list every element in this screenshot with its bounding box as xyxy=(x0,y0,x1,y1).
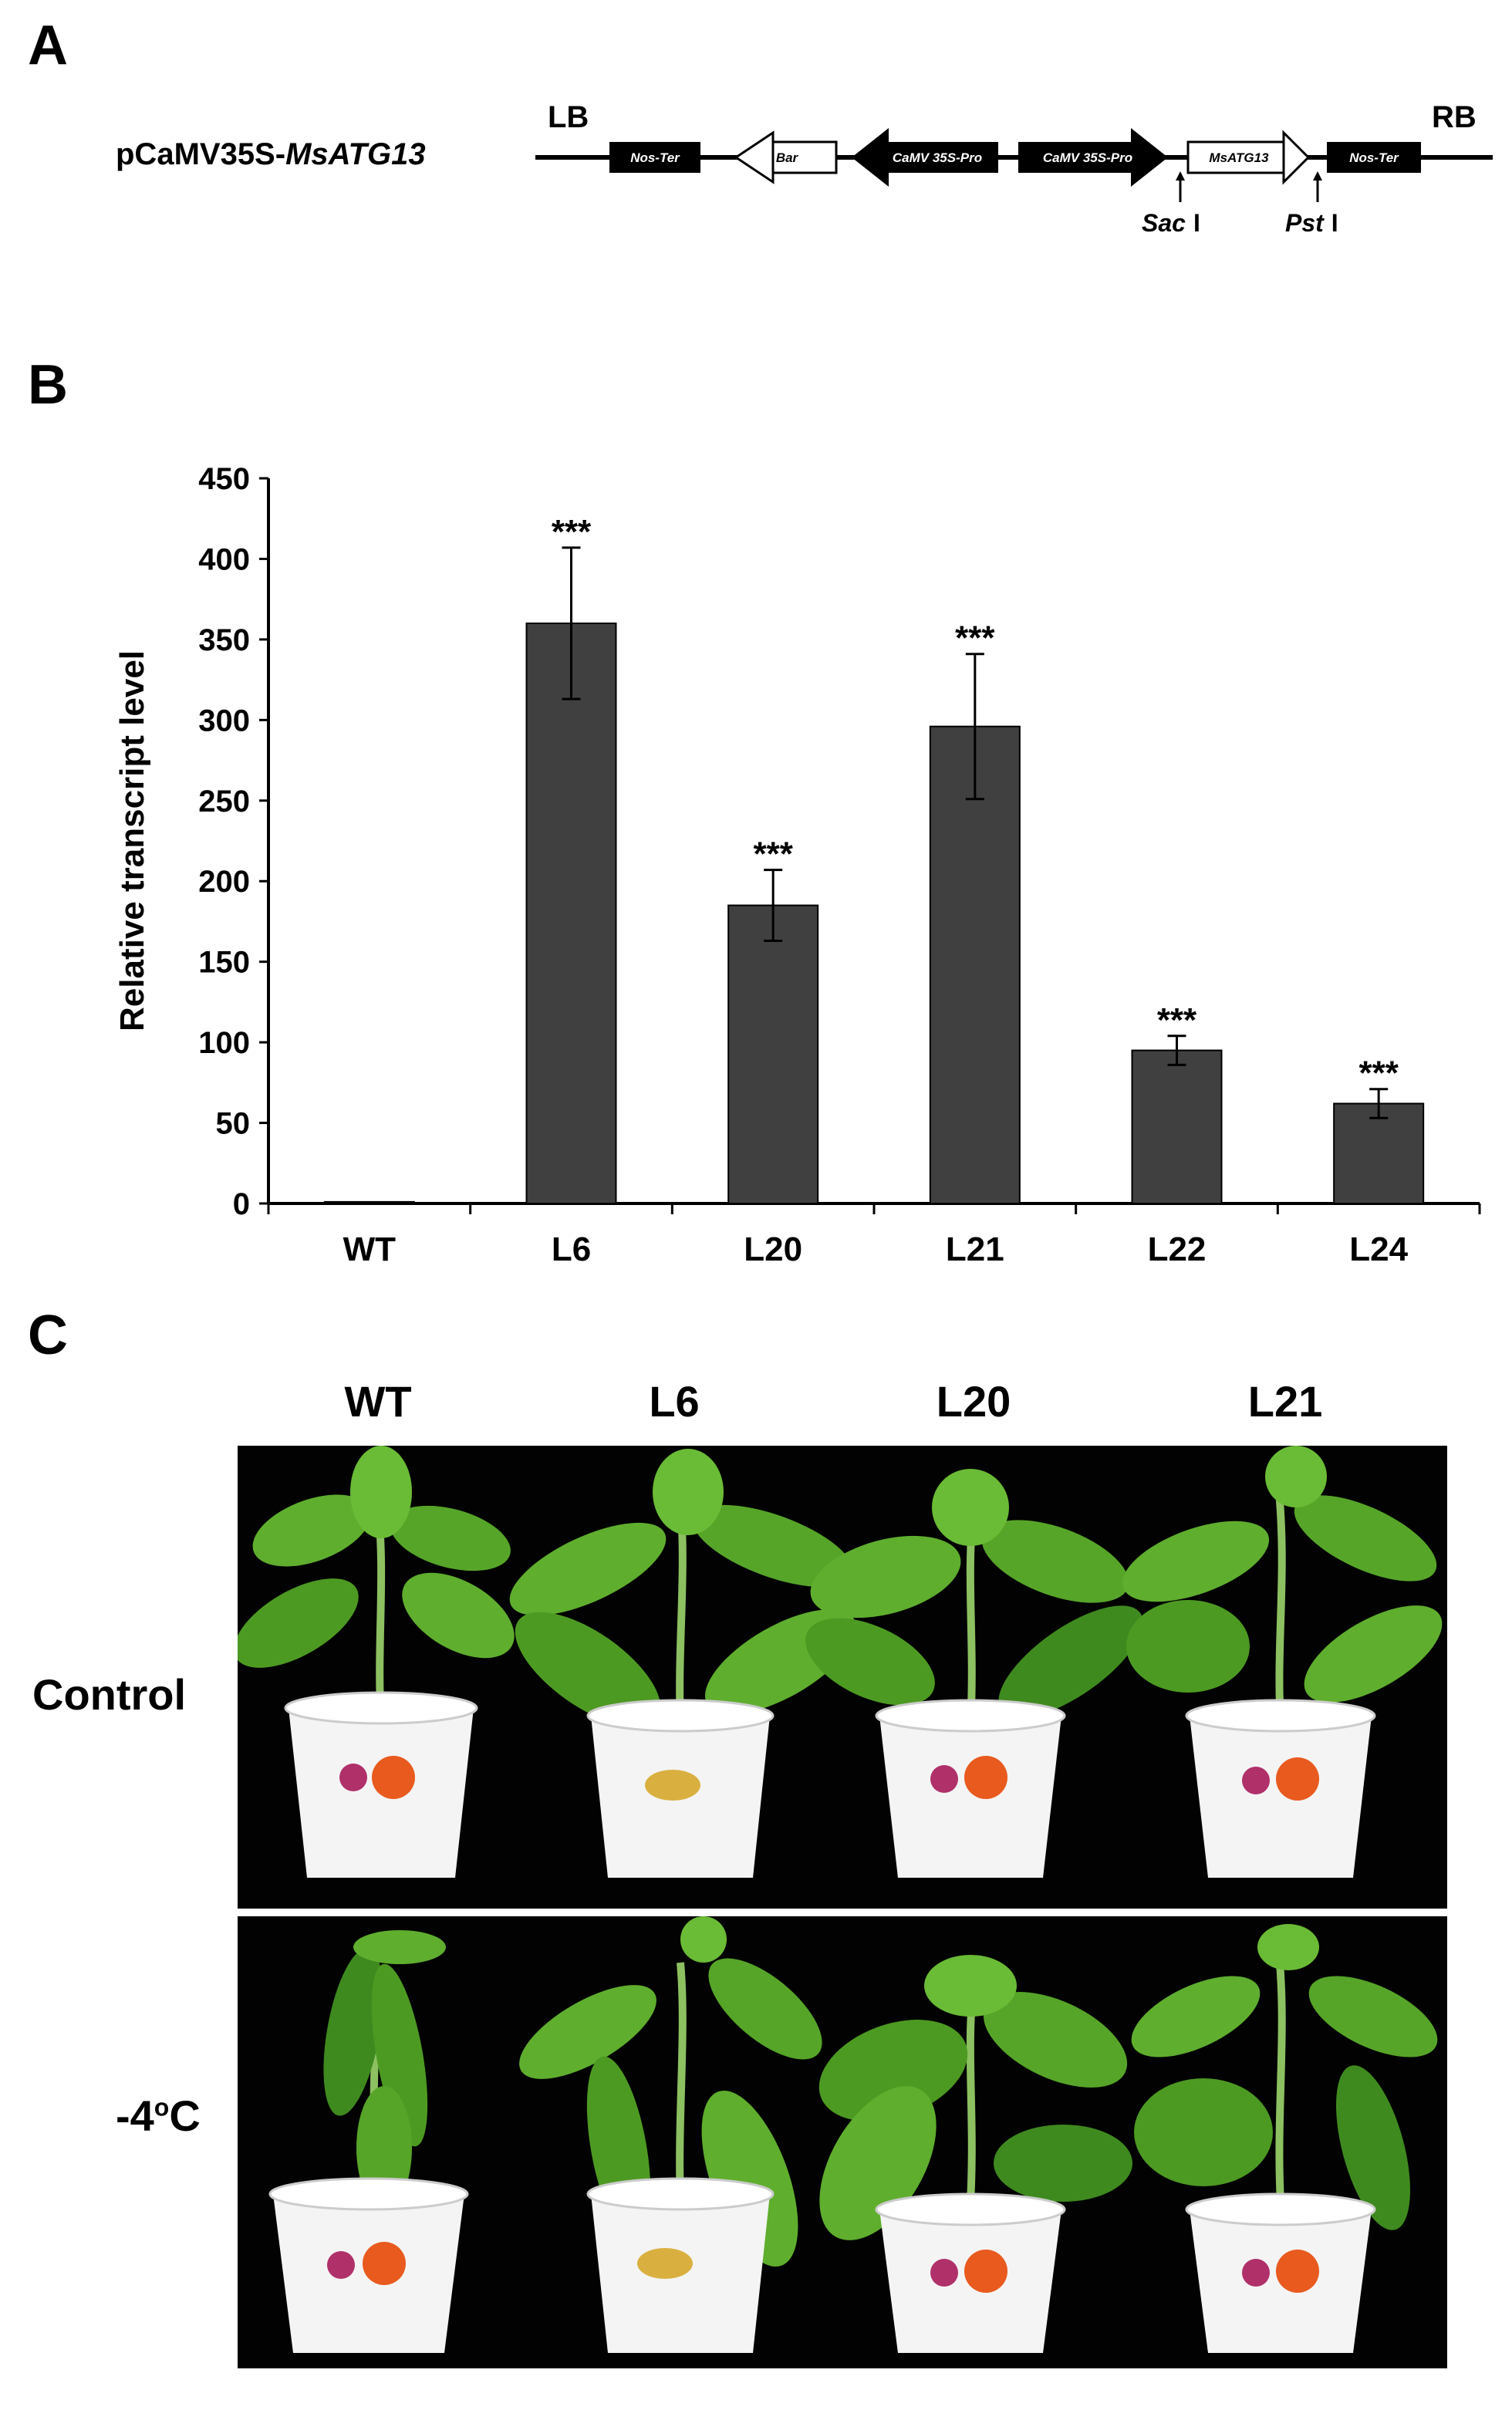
col-label-l20: L20 xyxy=(936,1377,1011,1426)
plant xyxy=(509,1449,856,1878)
element-camv35s-left-arrow: CaMV 35S-Pro xyxy=(852,128,998,187)
y-tick-label: 400 xyxy=(198,542,250,576)
plant xyxy=(805,1469,1143,1878)
plant xyxy=(1122,1446,1443,1878)
col-label-l21: L21 xyxy=(1247,1377,1323,1426)
panel-b-letter: B xyxy=(28,354,68,416)
pst-site-marker: Pst I xyxy=(1285,171,1338,237)
y-tick-label: 300 xyxy=(198,704,250,738)
plants-cold-image xyxy=(268,1916,1438,2353)
row-label-control: Control xyxy=(32,1670,187,1719)
y-tick-label: 0 xyxy=(233,1187,250,1221)
significance-label: *** xyxy=(1157,1001,1197,1039)
element-label: CaMV 35S-Pro xyxy=(893,150,982,165)
bar xyxy=(323,1200,415,1205)
site-numeral: I xyxy=(1193,209,1200,237)
lb-label: LB xyxy=(548,100,589,134)
y-axis-label: Relative transcript level xyxy=(113,650,151,1031)
significance-label: *** xyxy=(552,513,592,551)
site-numeral: I xyxy=(1331,209,1338,237)
x-tick-label: WT xyxy=(343,1230,397,1268)
transcript-bar-chart: Relative transcript level 0 50 100 150 200 25… xyxy=(113,462,1481,1268)
y-tick-label: 50 xyxy=(216,1107,251,1141)
x-tick-label: L24 xyxy=(1349,1230,1408,1268)
y-tick-label: 250 xyxy=(198,785,250,819)
construct-diagram: LB RB Nos-Ter Bar CaMV 35S-Pro CaMV 35S-… xyxy=(535,100,1493,237)
site-name: Sac xyxy=(1142,209,1186,237)
plant xyxy=(268,1930,469,2353)
plants-control-image xyxy=(238,1446,1443,1878)
significance-label: *** xyxy=(1358,1055,1399,1092)
y-tick-label: 100 xyxy=(198,1026,250,1060)
bar xyxy=(525,623,617,1204)
rb-label: RB xyxy=(1432,100,1477,134)
element-label: Nos-Ter xyxy=(630,150,680,165)
plant xyxy=(1131,1924,1438,2353)
element-label: MsATG13 xyxy=(1209,150,1269,165)
element-label: Bar xyxy=(776,150,799,165)
plant xyxy=(519,1916,822,2353)
plant xyxy=(238,1446,515,1878)
panel-a-letter: A xyxy=(28,15,68,76)
element-nos-ter-left: Nos-Ter xyxy=(609,142,700,173)
bar xyxy=(929,725,1021,1204)
x-tick-label: L21 xyxy=(946,1230,1004,1268)
y-tick-label: 200 xyxy=(198,865,250,899)
significance-label: *** xyxy=(753,835,793,873)
x-tick-label: L22 xyxy=(1148,1230,1207,1268)
x-tick-label: L6 xyxy=(552,1230,591,1268)
significance-label: *** xyxy=(955,619,995,657)
y-tick-label: 350 xyxy=(198,623,250,657)
site-name: Pst xyxy=(1285,209,1325,237)
construct-name: pCaMV35S-MsATG13 xyxy=(116,137,426,171)
row-label-cold: -4oC xyxy=(116,2091,201,2140)
panel-c-letter: C xyxy=(28,1305,68,1366)
element-label: CaMV 35S-Pro xyxy=(1043,150,1132,165)
bar xyxy=(1131,1049,1223,1204)
photo-control xyxy=(238,1446,1447,1909)
col-label-wt: WT xyxy=(344,1377,412,1426)
plant xyxy=(818,1955,1132,2353)
x-tick-label: L20 xyxy=(744,1230,802,1268)
element-camv35s-right-arrow: CaMV 35S-Pro xyxy=(1018,128,1168,187)
y-tick-label: 450 xyxy=(198,462,250,496)
element-bar-arrow: Bar xyxy=(734,130,838,184)
element-msatg13-arrow: MsATG13 xyxy=(1186,130,1311,185)
element-label: Nos-Ter xyxy=(1349,150,1399,165)
element-nos-ter-right: Nos-Ter xyxy=(1327,142,1421,173)
col-label-l6: L6 xyxy=(649,1377,700,1426)
bar xyxy=(727,904,819,1204)
photo-cold xyxy=(238,1916,1447,2368)
sac-site-marker: Sac I xyxy=(1142,171,1200,237)
y-tick-label: 150 xyxy=(198,946,250,980)
